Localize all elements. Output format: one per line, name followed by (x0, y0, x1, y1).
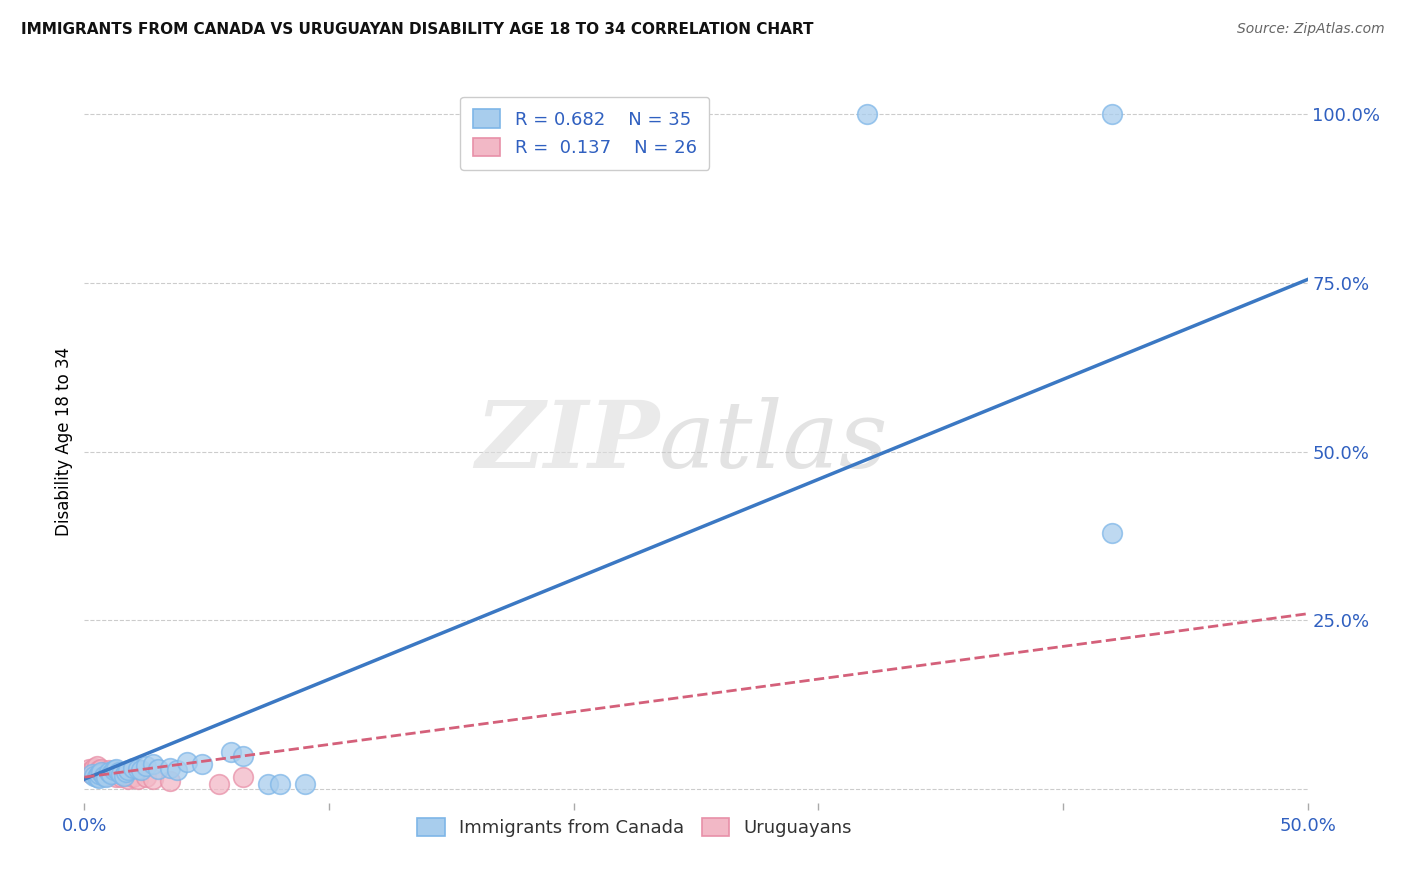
Point (96, 769, 118, 783)
Point (96, 770, 118, 784)
Point (90, 767, 112, 781)
Point (159, 761, 181, 775)
Point (105, 770, 128, 784)
Point (80, 764, 103, 778)
Point (166, 764, 188, 778)
Point (159, 774, 181, 789)
Point (86, 770, 108, 784)
Point (112, 769, 135, 783)
Point (80, 767, 103, 781)
Text: IMMIGRANTS FROM CANADA VS URUGUAYAN DISABILITY AGE 18 TO 34 CORRELATION CHART: IMMIGRANTS FROM CANADA VS URUGUAYAN DISA… (21, 22, 814, 37)
Point (142, 772, 165, 787)
Point (103, 767, 125, 781)
Point (86, 769, 108, 783)
Point (93, 765, 115, 780)
Text: Source: ZipAtlas.com: Source: ZipAtlas.com (1237, 22, 1385, 37)
Point (127, 762, 149, 776)
Point (77, 765, 100, 780)
Text: ZIP: ZIP (475, 397, 659, 486)
Point (219, 745, 242, 759)
Point (191, 756, 214, 771)
Point (93, 769, 115, 783)
Point (142, 756, 165, 771)
Point (117, 764, 139, 778)
Point (105, 762, 128, 776)
Point (77, 762, 100, 776)
Point (129, 764, 152, 778)
Legend: Immigrants from Canada, Uruguayans: Immigrants from Canada, Uruguayans (411, 811, 859, 845)
Point (110, 770, 132, 784)
Point (83, 765, 105, 780)
Point (257, 777, 280, 791)
Point (146, 762, 169, 776)
Point (80, 767, 103, 781)
Point (90, 762, 112, 776)
Point (856, 107, 879, 121)
Point (97, 765, 120, 780)
Point (208, 777, 231, 791)
Point (122, 770, 145, 784)
Point (294, 777, 316, 791)
Point (90, 765, 112, 780)
Point (135, 770, 157, 784)
Point (87, 764, 110, 778)
Point (232, 770, 254, 784)
Point (107, 765, 129, 780)
Point (1101, 107, 1123, 121)
Point (127, 772, 149, 787)
Point (112, 769, 135, 783)
Y-axis label: Disability Age 18 to 34: Disability Age 18 to 34 (55, 347, 73, 536)
Point (97, 764, 120, 778)
Point (87, 767, 110, 781)
Point (83, 761, 105, 775)
Point (87, 772, 110, 786)
Point (83, 769, 105, 783)
Point (176, 756, 198, 770)
Point (135, 758, 157, 772)
Point (100, 767, 122, 781)
Text: atlas: atlas (659, 397, 889, 486)
Point (269, 777, 291, 791)
Point (1101, 525, 1123, 540)
Point (86, 758, 108, 772)
Point (103, 764, 125, 778)
Point (122, 761, 145, 775)
Point (117, 772, 139, 787)
Point (115, 765, 138, 780)
Point (110, 767, 132, 781)
Point (232, 748, 254, 763)
